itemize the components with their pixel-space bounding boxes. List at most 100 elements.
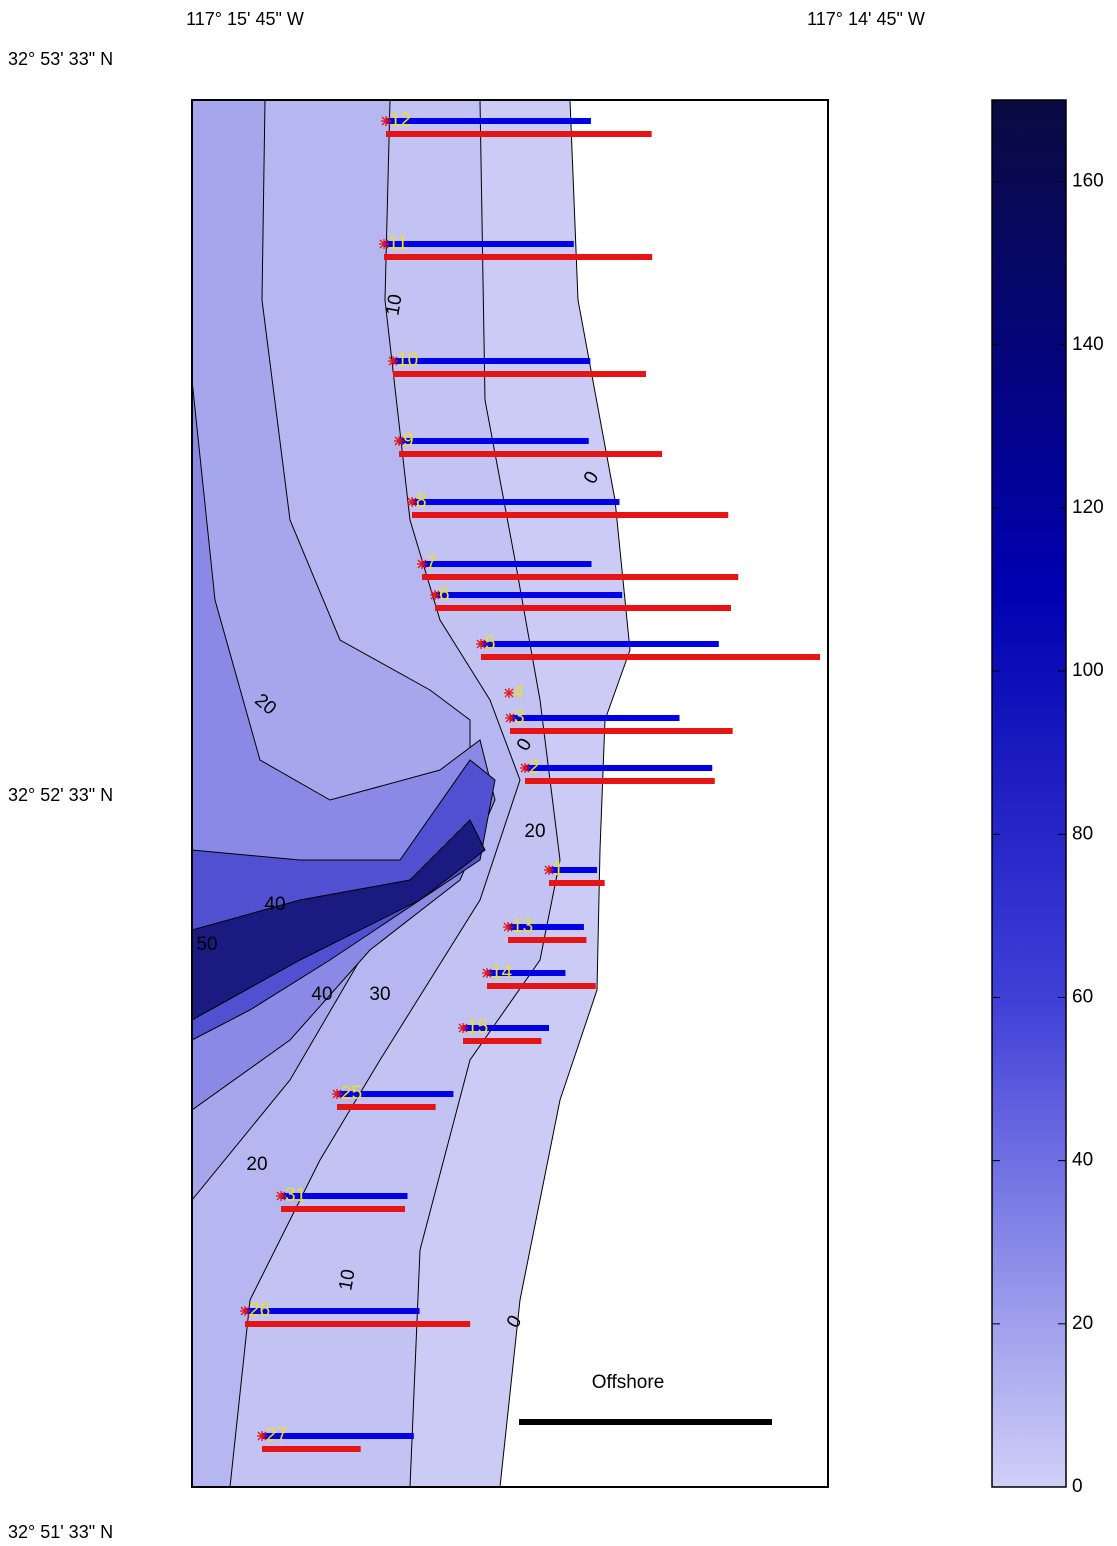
red-bar <box>399 451 663 457</box>
station-label: 1 <box>553 859 564 880</box>
colorbar-tick-label: 120 <box>1072 497 1104 518</box>
blue-bar <box>386 118 591 124</box>
station-label: 4 <box>513 682 524 703</box>
station-label: 25 <box>341 1083 362 1104</box>
blue-bar <box>422 561 592 567</box>
blue-bar <box>508 924 584 930</box>
contour-label: 20 <box>246 1154 267 1175</box>
blue-bar <box>245 1308 420 1314</box>
contour-label: 30 <box>369 984 390 1005</box>
blue-bar <box>481 641 719 647</box>
blue-bar <box>525 765 713 771</box>
colorbar-tick-label: 0 <box>1072 1476 1083 1497</box>
scale-label: Offshore <box>592 1372 665 1393</box>
blue-bar <box>412 499 620 505</box>
blue-bar <box>487 970 566 976</box>
colorbar <box>991 99 1067 1488</box>
blue-bar <box>549 867 598 873</box>
colorbar-tick-label: 160 <box>1072 171 1104 192</box>
blue-bar <box>384 241 574 247</box>
station-marker <box>520 763 530 773</box>
blue-bar <box>262 1433 414 1439</box>
station-marker <box>257 1431 267 1441</box>
contour-label: 50 <box>196 934 217 955</box>
station-label: 8 <box>416 491 427 512</box>
lon-label: 117° 14' 45" W <box>807 9 925 29</box>
red-bar <box>262 1446 361 1452</box>
contour-label: 20 <box>524 821 545 842</box>
station-marker <box>276 1191 286 1201</box>
station-label: 12 <box>390 110 411 131</box>
red-bar <box>393 371 646 377</box>
station-label: 27 <box>266 1425 287 1446</box>
station-label: 15 <box>467 1017 488 1038</box>
red-bar <box>412 512 729 518</box>
station-label: 6 <box>439 584 450 605</box>
red-bar <box>384 254 653 260</box>
station-marker <box>407 497 417 507</box>
red-bar <box>463 1038 542 1044</box>
station-label: 26 <box>249 1300 270 1321</box>
contour-label: 10 <box>382 293 406 317</box>
contour-label: 40 <box>264 894 285 915</box>
station-marker <box>381 116 391 126</box>
station-marker <box>482 968 492 978</box>
station-label: 3 <box>514 707 525 728</box>
colorbar-tick-label: 100 <box>1072 660 1104 681</box>
station-label: 10 <box>397 350 418 371</box>
red-bar <box>245 1321 471 1327</box>
colorbar-tick-label: 80 <box>1072 823 1093 844</box>
red-bar <box>435 605 732 611</box>
blue-bar <box>337 1091 454 1097</box>
lat-label: 32° 51' 33" N <box>8 1522 113 1542</box>
station-label: 31 <box>285 1185 306 1206</box>
station-marker <box>240 1306 250 1316</box>
station-marker <box>417 559 427 569</box>
station-label: 7 <box>426 553 437 574</box>
map-frame <box>191 99 829 1488</box>
lon-label: 117° 15' 45" W <box>186 9 304 29</box>
red-bar <box>337 1104 436 1110</box>
station-marker <box>394 436 404 446</box>
red-bar <box>508 937 587 943</box>
blue-bar <box>463 1025 550 1031</box>
blue-bar <box>435 592 623 598</box>
contour-label: 40 <box>311 984 332 1005</box>
blue-bar <box>393 358 591 364</box>
station-marker <box>430 590 440 600</box>
red-bar <box>510 728 733 734</box>
red-bar <box>481 654 821 660</box>
station-label: 11 <box>388 233 408 254</box>
bathymetry <box>192 100 828 1487</box>
station-marker <box>476 639 486 649</box>
station-label: 2 <box>529 757 540 778</box>
colorbar-tick-label: 20 <box>1072 1313 1093 1334</box>
red-bar <box>422 574 739 580</box>
colorbar-tick-label: 60 <box>1072 986 1093 1007</box>
station-label: 13 <box>512 916 533 937</box>
blue-bar <box>281 1193 408 1199</box>
blue-bar <box>510 715 680 721</box>
red-bar <box>281 1206 405 1212</box>
station-marker <box>505 713 515 723</box>
red-bar <box>386 131 652 137</box>
colorbar-tick-label: 40 <box>1072 1150 1093 1171</box>
station-marker <box>388 356 398 366</box>
station-marker <box>544 865 554 875</box>
station-marker <box>332 1089 342 1099</box>
red-bar <box>525 778 715 784</box>
lat-label: 32° 53' 33" N <box>8 49 113 69</box>
station-label: 5 <box>485 633 496 654</box>
colorbar-tick-label: 140 <box>1072 334 1104 355</box>
station-label: 14 <box>491 962 513 983</box>
station-marker <box>503 922 513 932</box>
red-bar <box>549 880 605 886</box>
blue-bar <box>399 438 589 444</box>
lat-label: 32° 52' 33" N <box>8 785 113 805</box>
station-marker <box>458 1023 468 1033</box>
station-marker <box>379 239 389 249</box>
station-marker <box>504 688 514 698</box>
contour-label: 10 <box>335 1268 359 1292</box>
red-bar <box>487 983 596 989</box>
